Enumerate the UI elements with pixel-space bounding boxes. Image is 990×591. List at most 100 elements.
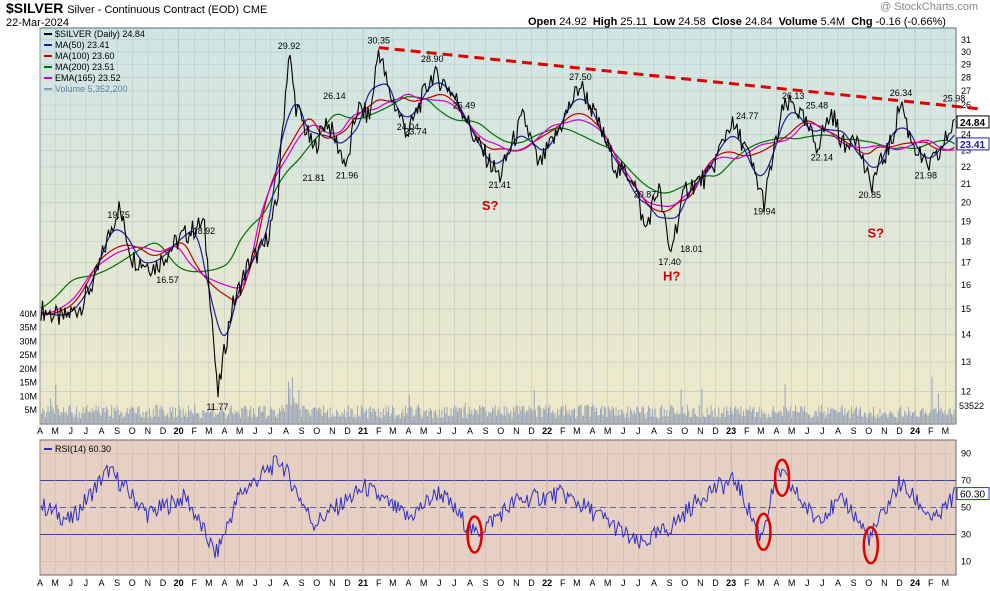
legend-entry: MA(100) 23.60 [55, 51, 115, 61]
x-tick-label: N [697, 426, 704, 436]
volume-bar [94, 410, 96, 424]
price-tick-label: 13 [961, 357, 971, 367]
volume-bar [364, 411, 366, 424]
volume-bar [830, 409, 832, 424]
volume-bar [700, 418, 702, 424]
rsi-x-tick-label: A [467, 578, 473, 588]
volume-bar [802, 411, 804, 424]
volume-bar [581, 415, 583, 424]
volume-bar [593, 406, 595, 424]
volume-bar [246, 409, 248, 424]
volume-bar [191, 412, 193, 424]
x-tick-label: J [84, 426, 89, 436]
volume-bar [730, 407, 731, 424]
volume-bar [787, 411, 789, 424]
volume-bar [167, 413, 169, 424]
volume-tick-label: 15M [19, 378, 37, 388]
volume-bar [775, 412, 777, 424]
volume-bar [749, 405, 751, 424]
volume-bar [701, 389, 703, 424]
volume-bar [649, 407, 651, 424]
volume-bar [403, 416, 405, 424]
volume-bar [278, 408, 280, 424]
volume-bar [871, 416, 873, 424]
price-annotation: 18.92 [193, 226, 216, 236]
rsi-x-tick-label: O [129, 578, 136, 588]
volume-bar [159, 408, 161, 424]
volume-bar [224, 412, 226, 424]
volume-bar [535, 409, 536, 424]
volume-bar [436, 414, 438, 424]
volume-bar [627, 405, 629, 424]
volume-bar [828, 413, 830, 424]
rsi-x-tick-label: 24 [910, 578, 920, 588]
volume-bar [489, 412, 491, 424]
volume-bar [818, 405, 820, 424]
volume-bar [225, 418, 227, 424]
volume-bar [613, 408, 614, 424]
volume-bar [826, 414, 828, 424]
x-tick-label: S [299, 426, 305, 436]
volume-bar [891, 412, 893, 424]
volume-bar [212, 404, 214, 424]
volume-bar [860, 406, 861, 424]
volume-bar [896, 418, 898, 424]
volume-bar [923, 414, 925, 424]
symbol: $SILVER [6, 0, 64, 16]
volume-bar [111, 404, 113, 424]
volume-bar [592, 404, 594, 424]
volume-bar [216, 414, 218, 424]
volume-bar [308, 413, 310, 424]
volume-bar [887, 417, 889, 424]
volume-bar [441, 409, 443, 424]
price-marker-label: 24.84 [960, 118, 985, 129]
x-tick-label: M [205, 426, 213, 436]
volume-bar [406, 413, 408, 424]
x-tick-label: J [268, 426, 273, 436]
x-tick-label: J [452, 426, 457, 436]
volume-bar [460, 408, 462, 424]
volume-bar [901, 415, 903, 424]
rsi-x-tick-label: S [483, 578, 489, 588]
volume-bar [219, 411, 221, 424]
volume-bar [792, 411, 794, 424]
volume-bar [485, 411, 487, 424]
volume-bar [861, 415, 863, 424]
volume-bar [707, 414, 709, 424]
volume-bar [905, 412, 907, 424]
volume-bar [164, 416, 166, 424]
price-tick-label: 16 [961, 280, 971, 290]
volume-bar [477, 414, 479, 424]
volume-bar [765, 414, 767, 424]
volume-bar [104, 412, 106, 424]
volume-bar [814, 410, 816, 424]
volume-bar [120, 411, 122, 424]
volume-bar [189, 411, 191, 424]
volume-bar [393, 408, 395, 424]
x-tick-label: M [51, 426, 59, 436]
x-tick-label: O [865, 426, 872, 436]
volume-bar [658, 417, 660, 424]
volume-bar [780, 411, 782, 424]
legend-entry: $SILVER (Daily) 24.84 [55, 29, 145, 39]
rsi-x-tick-label: J [621, 578, 626, 588]
volume-bar [837, 412, 839, 424]
volume-bar [741, 416, 743, 424]
volume-bar [797, 411, 799, 424]
volume-bar [631, 410, 633, 424]
price-tick-label: 21 [961, 179, 971, 189]
volume-bar [817, 416, 819, 424]
volume-bar [520, 410, 522, 424]
volume-bar [697, 416, 699, 424]
price-tick-label: 28 [961, 73, 971, 83]
volume-bar [511, 417, 513, 424]
volume-bar [698, 405, 700, 424]
volume-bar [355, 417, 357, 424]
volume-bar [464, 402, 466, 424]
volume-bar [210, 411, 211, 424]
volume-bar [337, 411, 339, 424]
volume-bar [652, 409, 653, 424]
volume-bar [178, 406, 180, 424]
rsi-x-tick-label: J [820, 578, 825, 588]
volume-bar [158, 416, 159, 424]
